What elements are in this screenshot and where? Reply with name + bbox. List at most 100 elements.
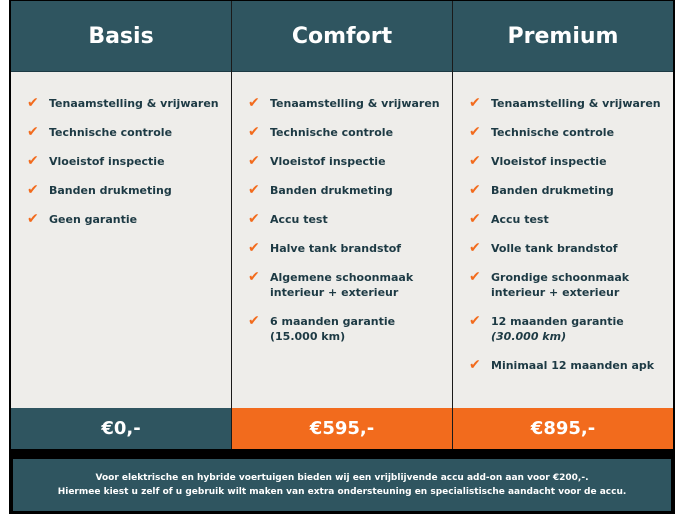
feature-line-1: Volle tank brandstof xyxy=(491,242,618,255)
feature-text: Banden drukmeting xyxy=(49,183,172,198)
check-icon: ✔ xyxy=(248,182,260,198)
feature-item: ✔ Algemene schoonmaak interieur + exterieu… xyxy=(248,270,452,300)
feature-line-1: Vloeistof inspectie xyxy=(270,155,386,168)
check-icon: ✔ xyxy=(469,357,481,373)
plan-price: €0,- xyxy=(11,408,231,449)
feature-line-1: Accu test xyxy=(491,213,549,226)
feature-text: Vloeistof inspectie xyxy=(49,154,165,169)
feature-text: Banden drukmeting xyxy=(491,183,614,198)
feature-line-1: Minimaal 12 maanden apk xyxy=(491,359,655,372)
check-icon: ✔ xyxy=(248,95,260,111)
feature-text: Accu test xyxy=(491,212,549,227)
feature-text: Tenaamstelling & vrijwaren xyxy=(491,96,661,111)
feature-item: ✔ Technische controle xyxy=(248,125,452,140)
pricing-table: Basis ✔ Tenaamstelling & vrijwaren ✔ Technis… xyxy=(11,1,673,449)
feature-line-1: Vloeistof inspectie xyxy=(491,155,607,168)
feature-text: Technische controle xyxy=(491,125,614,140)
feature-text: Technische controle xyxy=(270,125,393,140)
feature-item: ✔ Technische controle xyxy=(27,125,231,140)
feature-line-1: Banden drukmeting xyxy=(49,184,172,197)
check-icon: ✔ xyxy=(248,124,260,140)
feature-line-1: Tenaamstelling & vrijwaren xyxy=(49,97,219,110)
feature-item: ✔ Halve tank brandstof xyxy=(248,241,452,256)
feature-line-1: Technische controle xyxy=(491,126,615,139)
feature-text: Halve tank brandstof xyxy=(270,241,401,256)
check-icon: ✔ xyxy=(469,182,481,198)
footer-note: Voor elektrische en hybride voertuigen b… xyxy=(13,459,671,511)
column-divider xyxy=(231,1,232,449)
feature-item: ✔ Technische controle xyxy=(469,125,673,140)
feature-text: Algemene schoonmaak interieur + exterieur xyxy=(270,270,413,300)
feature-line-1: Algemene schoonmaak xyxy=(270,271,414,284)
check-icon: ✔ xyxy=(248,240,260,256)
check-icon: ✔ xyxy=(469,124,481,140)
feature-line-2: interieur + exterieur xyxy=(270,286,399,299)
feature-item: ✔ Geen garantie xyxy=(27,212,231,227)
feature-item: ✔ Tenaamstelling & vrijwaren xyxy=(469,96,673,111)
feature-line-1: 12 maanden garantie xyxy=(491,315,624,328)
feature-text: 12 maanden garantie (30.000 km) xyxy=(491,314,624,344)
feature-text: Geen garantie xyxy=(49,212,137,227)
feature-line-1: Technische controle xyxy=(49,126,173,139)
feature-line-2: interieur + exterieur xyxy=(491,286,620,299)
feature-item: ✔ Banden drukmeting xyxy=(27,183,231,198)
feature-item: ✔ Accu test xyxy=(469,212,673,227)
feature-line-1: Vloeistof inspectie xyxy=(49,155,165,168)
plan-title: Basis xyxy=(11,1,231,72)
feature-text: Accu test xyxy=(270,212,328,227)
check-icon: ✔ xyxy=(469,153,481,169)
feature-line-2: (30.000 km) xyxy=(491,330,567,343)
feature-text: Tenaamstelling & vrijwaren xyxy=(270,96,440,111)
plan-title: Premium xyxy=(453,1,673,72)
feature-line-1: Banden drukmeting xyxy=(270,184,393,197)
feature-item: ✔ Banden drukmeting xyxy=(469,183,673,198)
check-icon: ✔ xyxy=(248,153,260,169)
plan-price: €595,- xyxy=(232,408,452,449)
check-icon: ✔ xyxy=(248,313,260,329)
check-icon: ✔ xyxy=(469,269,481,285)
feature-line-1: 6 maanden garantie xyxy=(270,315,396,328)
plan-premium: Premium ✔ Tenaamstelling & vrijwaren ✔ Techn… xyxy=(453,1,673,449)
feature-item: ✔ Accu test xyxy=(248,212,452,227)
feature-text: Volle tank brandstof xyxy=(491,241,618,256)
feature-text: Banden drukmeting xyxy=(270,183,393,198)
feature-line-1: Geen garantie xyxy=(49,213,138,226)
feature-item: ✔ Minimaal 12 maanden apk xyxy=(469,358,673,373)
feature-line-1: Tenaamstelling & vrijwaren xyxy=(491,97,661,110)
plan-title: Comfort xyxy=(232,1,452,72)
check-icon: ✔ xyxy=(469,95,481,111)
feature-text: Grondige schoonmaak interieur + exterieur xyxy=(491,270,629,300)
check-icon: ✔ xyxy=(27,153,39,169)
feature-item: ✔ 6 maanden garantie (15.000 km) xyxy=(248,314,452,344)
feature-list: ✔ Tenaamstelling & vrijwaren ✔ Technische c… xyxy=(232,72,452,408)
check-icon: ✔ xyxy=(27,124,39,140)
column-divider xyxy=(452,1,453,449)
feature-text: Technische controle xyxy=(49,125,172,140)
feature-line-1: Banden drukmeting xyxy=(491,184,614,197)
feature-item: ✔ Volle tank brandstof xyxy=(469,241,673,256)
feature-line-1: Grondige schoonmaak xyxy=(491,271,630,284)
feature-list: ✔ Tenaamstelling & vrijwaren ✔ Technische c… xyxy=(453,72,673,408)
feature-text: Vloeistof inspectie xyxy=(270,154,386,169)
plan-comfort: Comfort ✔ Tenaamstelling & vrijwaren ✔ Techn… xyxy=(232,1,452,449)
check-icon: ✔ xyxy=(469,240,481,256)
feature-line-1: Tenaamstelling & vrijwaren xyxy=(270,97,440,110)
feature-text: 6 maanden garantie (15.000 km) xyxy=(270,314,395,344)
check-icon: ✔ xyxy=(27,182,39,198)
feature-list: ✔ Tenaamstelling & vrijwaren ✔ Technische c… xyxy=(11,72,231,408)
check-icon: ✔ xyxy=(27,211,39,227)
feature-item: ✔ Vloeistof inspectie xyxy=(469,154,673,169)
feature-text: Tenaamstelling & vrijwaren xyxy=(49,96,219,111)
feature-item: ✔ Grondige schoonmaak interieur + exterieu… xyxy=(469,270,673,300)
feature-item: ✔ Banden drukmeting xyxy=(248,183,452,198)
feature-text: Minimaal 12 maanden apk xyxy=(491,358,654,373)
feature-line-1: Accu test xyxy=(270,213,328,226)
feature-item: ✔ Vloeistof inspectie xyxy=(248,154,452,169)
check-icon: ✔ xyxy=(248,211,260,227)
plan-basis: Basis ✔ Tenaamstelling & vrijwaren ✔ Technis… xyxy=(11,1,231,449)
feature-item: ✔ 12 maanden garantie (30.000 km) xyxy=(469,314,673,344)
check-icon: ✔ xyxy=(27,95,39,111)
feature-line-2: (15.000 km) xyxy=(270,330,346,343)
feature-item: ✔ Tenaamstelling & vrijwaren xyxy=(248,96,452,111)
check-icon: ✔ xyxy=(469,211,481,227)
